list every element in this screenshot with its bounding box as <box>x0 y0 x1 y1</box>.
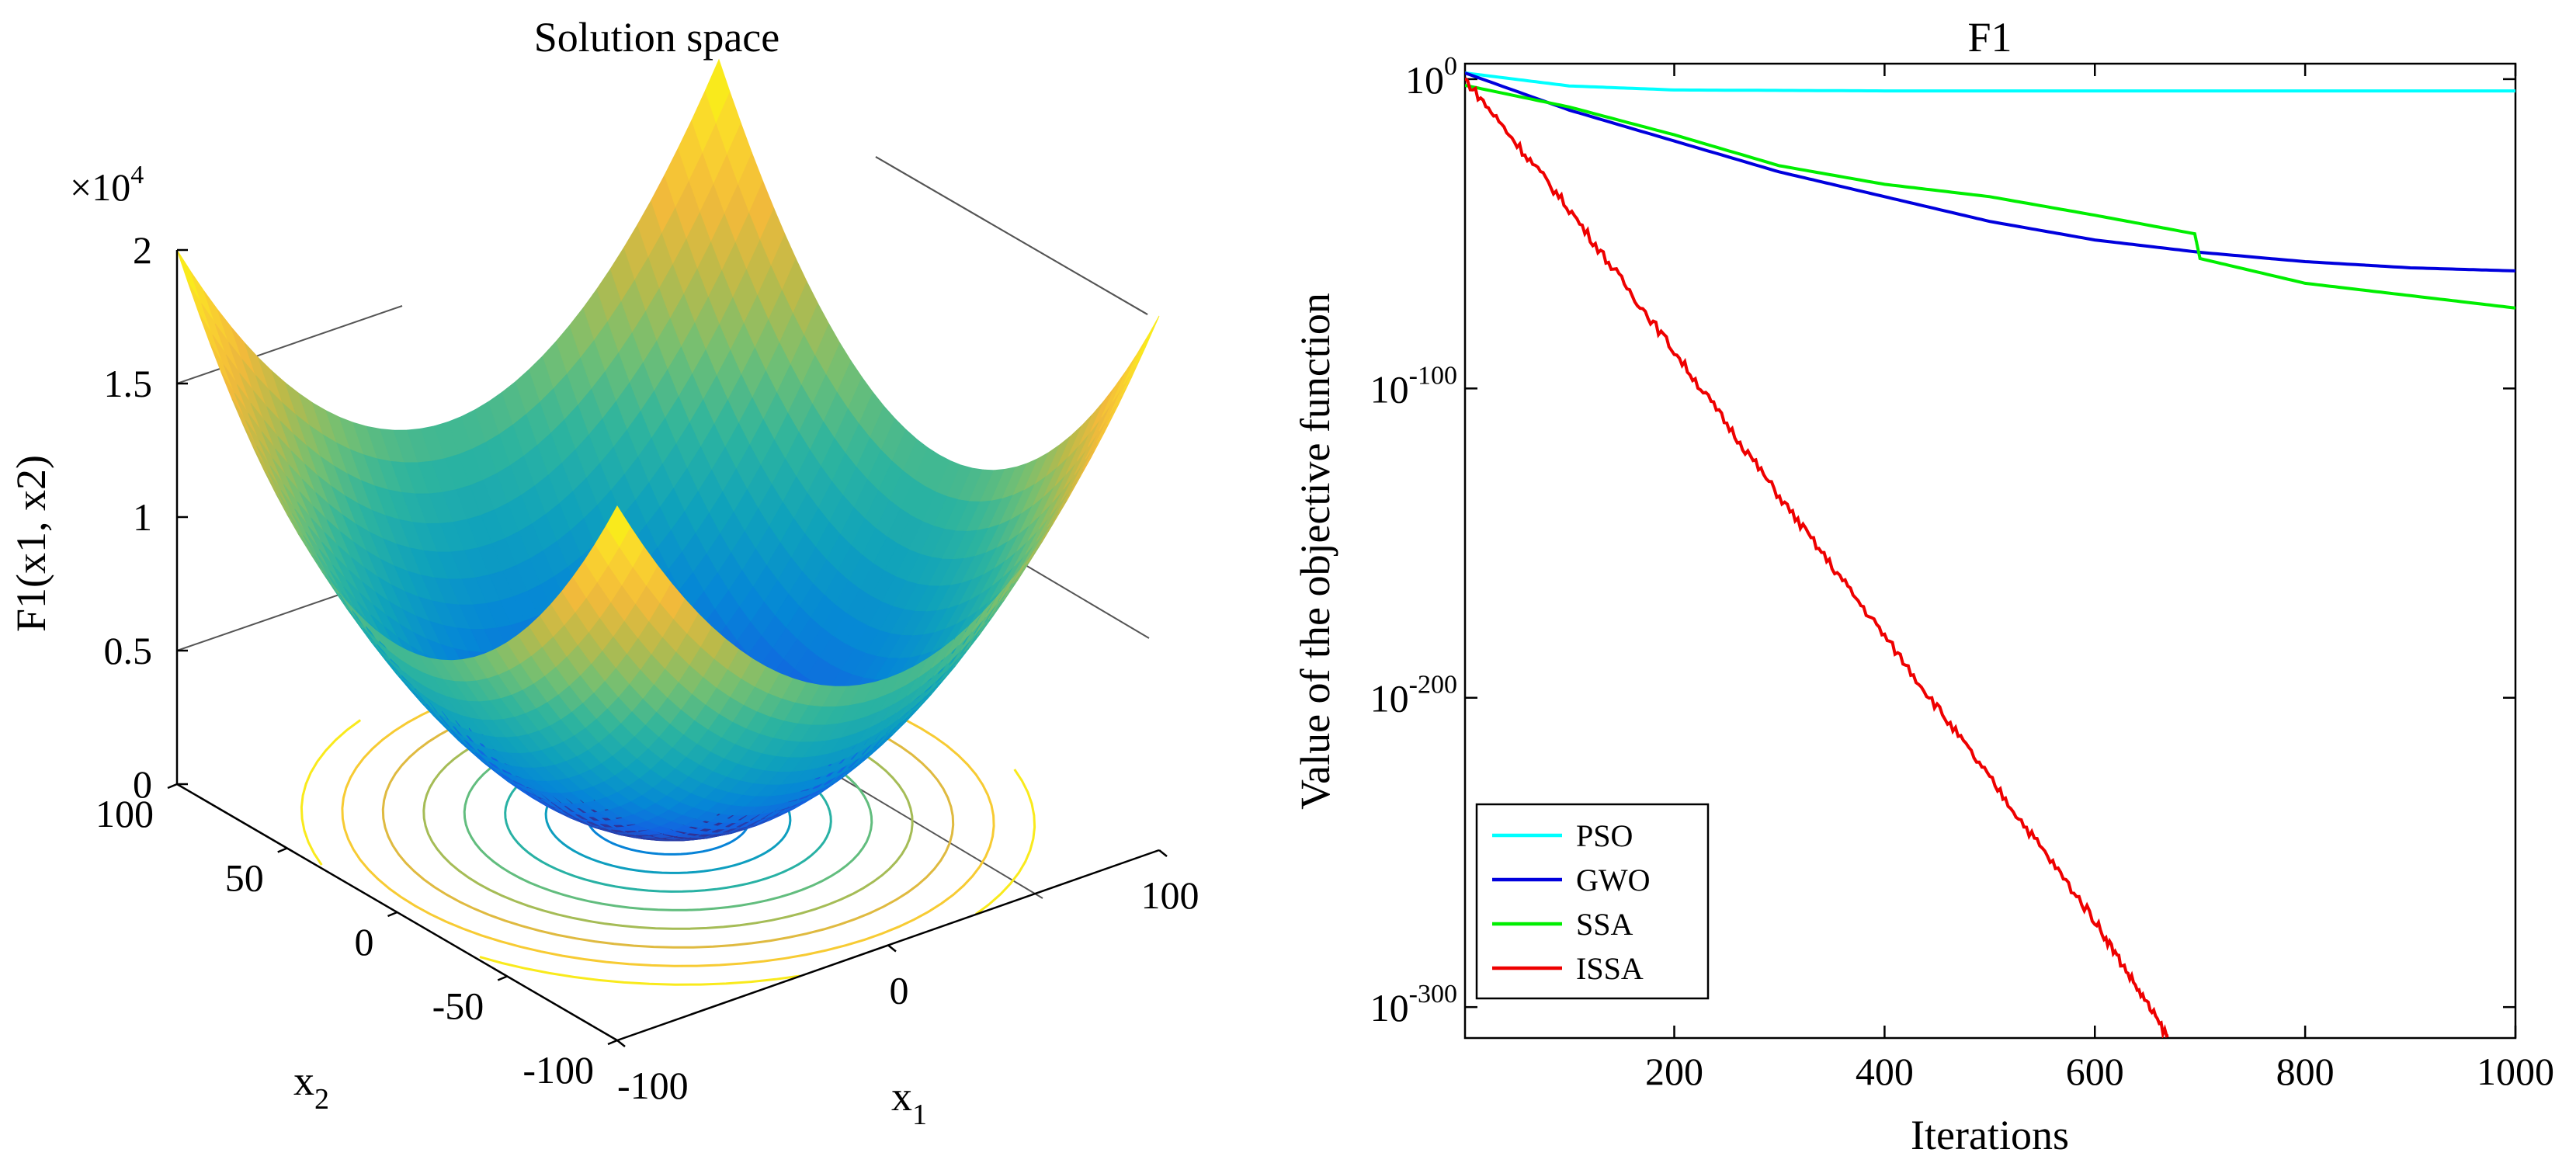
x-tick-label: 1000 <box>2477 1050 2554 1093</box>
legend: PSO GWO SSA ISSA <box>1475 803 1710 1000</box>
y-tick-label: 10-100 <box>1370 361 1457 411</box>
series-line-ssa <box>1465 83 2515 310</box>
x2-axis-label: x2 <box>293 1057 329 1116</box>
x1-tick-label: 100 <box>1141 873 1199 917</box>
series-line-issa <box>1465 77 2169 1038</box>
z-tick-label: 2 <box>133 228 152 272</box>
x2-tick-label: 0 <box>355 920 374 963</box>
x1-axis-label: x1 <box>891 1073 927 1131</box>
z-axis-ticks: 0 0.5 1 1.5 2 <box>104 228 188 806</box>
z-axis-label: F1(x1, x2) <box>8 455 54 632</box>
y-axis-ticks: 100 10-100 10-200 10-300 <box>1370 52 2515 1029</box>
x1-axis-ticks: -100 0 100 <box>616 849 1199 1107</box>
y-axis-label: Value of the objective function <box>1292 293 1338 810</box>
legend-entry: GWO <box>1576 863 1651 897</box>
x1-tick-label: 0 <box>890 969 909 1012</box>
x-tick-label: 400 <box>1856 1050 1914 1093</box>
x2-tick-label: -50 <box>432 984 484 1028</box>
surface-plot-panel: Solution space 0 0.5 1 1.5 2 ×104 F1(x1, x2)… <box>8 14 1199 1131</box>
x2-tick-label: 50 <box>225 856 264 900</box>
y-tick-label: 100 <box>1405 52 1457 102</box>
z-multiplier: ×104 <box>70 161 144 209</box>
x1-tick-label: -100 <box>617 1064 689 1107</box>
x-axis-ticks: 200 400 600 800 1000 <box>1645 64 2554 1093</box>
z-tick-label: 1.5 <box>104 362 153 405</box>
surface-mesh <box>176 58 1160 842</box>
legend-entry: PSO <box>1576 818 1633 853</box>
x-tick-label: 800 <box>2276 1050 2335 1093</box>
x2-tick-label: 100 <box>95 792 154 835</box>
z-tick-label: 0.5 <box>104 629 153 672</box>
convergence-chart-panel: F1 100 10-100 10-200 10-300 200 400 600 800 100… <box>1292 14 2554 1158</box>
x-tick-label: 200 <box>1645 1050 1703 1093</box>
series-lines <box>1465 71 2515 1038</box>
x2-axis-ticks: 100 50 0 -50 -100 <box>95 783 618 1092</box>
x-axis-label: Iterations <box>1911 1112 2069 1158</box>
z-tick-label: 1 <box>133 495 152 539</box>
series-line-gwo <box>1465 71 2515 273</box>
series-line-pso <box>1465 71 2515 93</box>
x-tick-label: 600 <box>2066 1050 2124 1093</box>
x2-tick-label: -100 <box>522 1048 594 1092</box>
y-tick-label: 10-200 <box>1370 671 1457 720</box>
chart-title: F1 <box>1967 14 2012 61</box>
legend-entry: SSA <box>1576 907 1633 942</box>
y-tick-label: 10-300 <box>1370 980 1457 1029</box>
surface-plot-title: Solution space <box>534 14 779 61</box>
legend-entry: ISSA <box>1576 951 1644 986</box>
z-tick-label: 0 <box>133 762 152 806</box>
